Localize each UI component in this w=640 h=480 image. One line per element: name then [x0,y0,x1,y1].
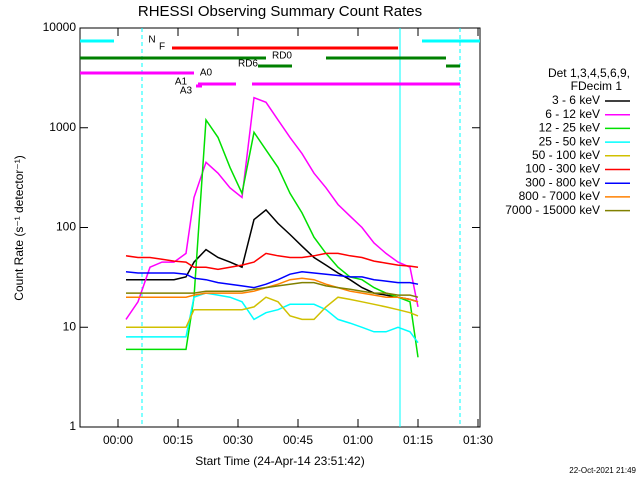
flag-label: A0 [200,68,213,79]
series-line [126,277,419,303]
legend-label: 100 - 300 keV [525,162,600,176]
x-tick-label: 01:00 [343,433,373,447]
flag-label: A1 [175,77,188,88]
x-axis-label: Start Time (24-Apr-14 23:51:42) [195,454,364,468]
legend-label: 12 - 25 keV [539,121,600,135]
legend-label: 800 - 7000 keV [519,189,600,203]
legend-title: Det 1,3,4,5,6,9, [548,66,630,80]
flag-label: RD6 [238,59,258,70]
series-line [126,292,419,344]
legend-label: 3 - 6 keV [552,93,600,107]
y-tick-label: 100 [56,220,76,234]
y-axis-label: Count Rate (s⁻¹ detector⁻¹) [12,155,26,300]
flag-label: RD0 [272,51,292,62]
series-line [126,296,419,329]
series-line [125,271,419,289]
legend-label: 7000 - 15000 keV [505,203,600,217]
x-tick-label: 01:15 [403,433,433,447]
series-line [125,252,419,271]
flag-label: A3 [180,86,193,97]
y-tick-label: 10000 [43,20,77,34]
legend-label: 25 - 50 keV [539,134,600,148]
x-tick-label: 00:45 [283,433,313,447]
x-tick-label: 00:00 [103,433,133,447]
y-tick-label: 1 [69,419,76,433]
legend-label: 300 - 800 keV [525,175,600,189]
y-tick-label: 10 [63,319,77,333]
series-line [126,281,419,298]
plot-frame [79,27,481,428]
x-tick-label: 00:15 [163,433,193,447]
y-tick-label: 1000 [49,120,76,134]
legend-label: 6 - 12 keV [545,107,600,121]
x-tick-label: 00:30 [223,433,253,447]
flag-label: F [159,42,165,53]
legend-title: FDecim 1 [571,79,623,93]
series-line [126,117,419,358]
x-tick-label: 01:30 [463,433,493,447]
chart-title: RHESSI Observing Summary Count Rates [138,3,422,20]
timestamp: 22-Oct-2021 21:49 [569,466,636,475]
flag-label: N [148,35,155,46]
legend-label: 50 - 100 keV [532,148,600,162]
